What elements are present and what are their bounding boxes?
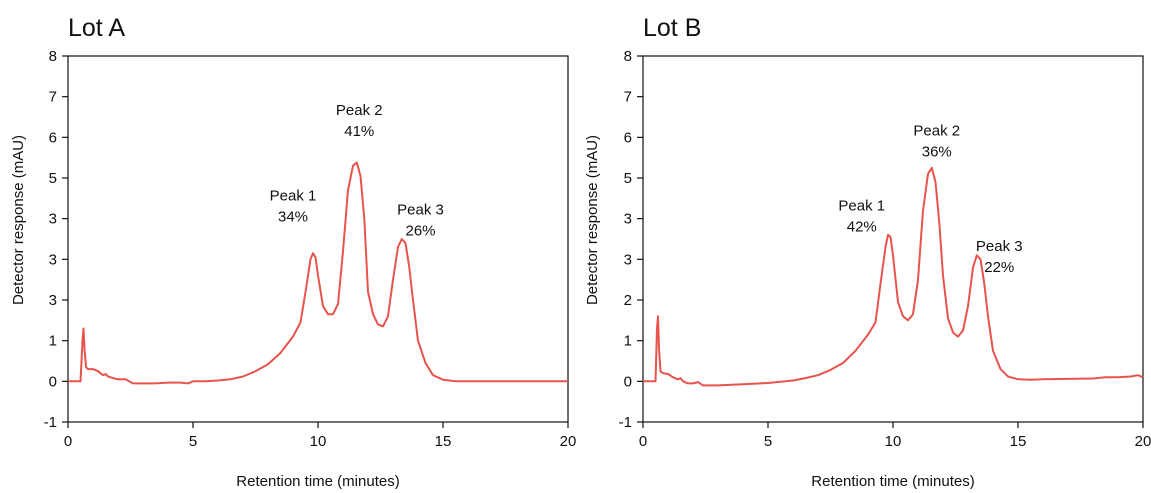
y-tick-label: 8 xyxy=(49,48,57,65)
y-tick-label: 7 xyxy=(624,89,632,106)
y-tick-label: -1 xyxy=(619,414,632,431)
y-tick-label: 0 xyxy=(49,373,57,390)
y-tick-label: 6 xyxy=(624,129,632,146)
y-tick-label: 5 xyxy=(624,170,632,187)
y-tick-label: 3 xyxy=(624,211,632,228)
x-tick-label: 5 xyxy=(764,433,772,450)
x-tick-label: 5 xyxy=(189,433,197,450)
y-axis-label: Detector response (mAU) xyxy=(584,135,601,305)
y-tick-label: 3 xyxy=(49,292,57,309)
y-axis-label: Detector response (mAU) xyxy=(10,135,27,305)
peak-3-percent: 22% xyxy=(984,259,1014,276)
chromatogram-line xyxy=(643,166,1144,387)
x-tick-label: 15 xyxy=(1010,433,1027,450)
y-tick-label: 8 xyxy=(624,48,632,65)
peak-1-percent: 34% xyxy=(278,208,308,225)
x-axis-label: Retention time (minutes) xyxy=(811,473,974,490)
y-tick-label: 0 xyxy=(624,373,632,390)
x-tick-label: 20 xyxy=(1135,433,1151,450)
x-tick-label: 15 xyxy=(435,433,452,450)
chart-title: Lot B xyxy=(643,14,701,42)
y-tick-label: -1 xyxy=(44,414,57,431)
peak-2-label: Peak 2 xyxy=(913,122,960,139)
chart-lot-a: Lot A Detector response (mAU) Retention … xyxy=(10,14,576,490)
x-tick-label: 10 xyxy=(885,433,902,450)
y-tick-label: 3 xyxy=(624,251,632,268)
peak-2-label: Peak 2 xyxy=(336,102,383,119)
y-tick-label: 1 xyxy=(49,333,57,350)
y-tick-label: 1 xyxy=(624,333,632,350)
peak-1-label: Peak 1 xyxy=(838,198,885,215)
chromatogram-line xyxy=(68,161,568,385)
x-tick-label: 10 xyxy=(310,433,327,450)
x-tick-label: 20 xyxy=(560,433,577,450)
plot-frame xyxy=(642,55,1144,423)
peak-2-percent: 36% xyxy=(922,143,952,160)
peak-3-label: Peak 3 xyxy=(397,202,444,219)
x-tick-label: 0 xyxy=(64,433,72,450)
y-tick-label: 5 xyxy=(49,170,57,187)
chart-title: Lot A xyxy=(68,14,125,42)
y-tick-label: 2 xyxy=(624,292,632,309)
peak-1-label: Peak 1 xyxy=(270,187,317,204)
y-tick-label: 3 xyxy=(49,211,57,228)
y-tick-label: 6 xyxy=(49,129,57,146)
x-tick-label: 0 xyxy=(639,433,647,450)
chart-lot-b: Lot B Detector response (mAU) Retention … xyxy=(584,14,1151,490)
x-axis-label: Retention time (minutes) xyxy=(236,473,399,490)
y-tick-label: 7 xyxy=(49,89,57,106)
y-tick-label: 3 xyxy=(49,251,57,268)
peak-3-label: Peak 3 xyxy=(976,238,1023,255)
plot-frame xyxy=(67,55,569,423)
peak-1-percent: 42% xyxy=(847,219,877,236)
peak-3-percent: 26% xyxy=(405,223,435,240)
peak-2-percent: 41% xyxy=(344,123,374,140)
